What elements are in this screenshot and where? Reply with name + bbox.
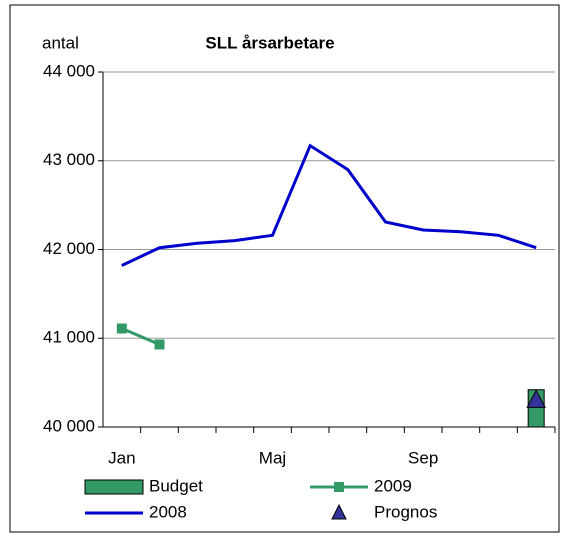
y-tick-label: 40 000	[43, 416, 95, 435]
line	[121, 143, 537, 267]
y-axis-label: antal	[42, 33, 79, 52]
legend-label: 2008	[149, 502, 187, 521]
legend-label: Budget	[149, 476, 203, 495]
legend-swatch	[334, 482, 344, 492]
y-tick-label: 44 000	[43, 61, 95, 80]
chart-border	[9, 4, 560, 533]
marker	[154, 339, 165, 350]
x-tick-label: Jan	[108, 448, 135, 467]
marker	[116, 323, 127, 334]
x-tick-label: Sep	[408, 448, 438, 467]
x-tick-label: Maj	[259, 448, 286, 467]
chart-title: SLL årsarbetare	[205, 33, 334, 52]
marker	[526, 389, 546, 408]
y-tick-label: 41 000	[43, 328, 95, 347]
y-tick-label: 43 000	[43, 150, 95, 169]
legend-label: 2009	[374, 476, 412, 495]
legend-label: Prognos	[374, 502, 437, 521]
legend-swatch	[331, 503, 347, 520]
y-tick-label: 42 000	[43, 239, 95, 258]
legend-swatch	[84, 479, 144, 495]
line	[121, 327, 161, 346]
